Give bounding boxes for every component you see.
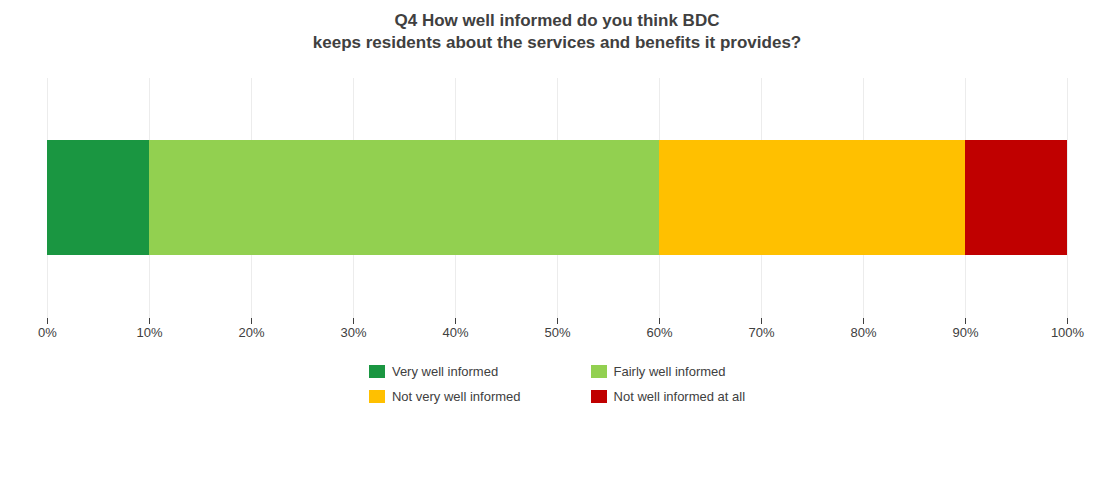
svg-text:100%: 100%	[1051, 325, 1085, 340]
html-text:Very well informed: Very well informed	[391, 364, 499, 380]
svg-text:70%: 70%	[748, 325, 774, 340]
svg-text:10%: 10%	[136, 325, 162, 340]
html-text:Fairly well informed: Fairly well informed	[613, 364, 726, 380]
svg-text:0%: 0%	[38, 325, 57, 340]
svg-text:80%: 80%	[850, 325, 876, 340]
svg-text:40%: 40%	[442, 325, 468, 340]
html-text:Q4 How well informed do you th: Q4 How well informed do you think BDC ke…	[312, 11, 802, 53]
html-text:Not very well informed: Not very well informed	[391, 389, 521, 405]
svg-text:90%: 90%	[952, 325, 978, 340]
svg-text:20%: 20%	[238, 325, 264, 340]
svg-text:50%: 50%	[544, 325, 570, 340]
html-text:Not well informed at all: Not well informed at all	[613, 389, 745, 405]
svg-text:60%: 60%	[646, 325, 672, 340]
svg-text:30%: 30%	[340, 325, 366, 340]
